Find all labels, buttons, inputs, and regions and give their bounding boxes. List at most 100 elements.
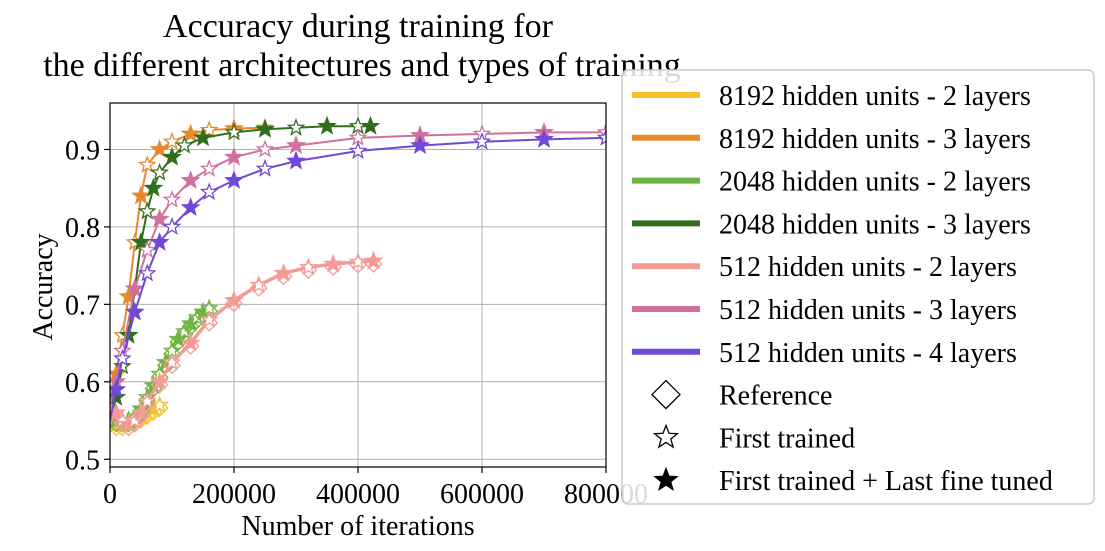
y-tick-label: 0.8 <box>65 213 100 244</box>
data-point-open-star <box>150 162 169 181</box>
data-point-diamond <box>138 391 157 410</box>
data-point-filled-star <box>180 123 201 143</box>
legend-item-1: 8192 hidden units - 2 layers <box>632 81 1031 112</box>
y-tick-label: 0.7 <box>65 290 100 321</box>
data-point-diamond <box>169 333 188 352</box>
legend-marker-item-1: Reference <box>651 379 832 412</box>
data-point-diamond <box>181 337 200 356</box>
data-point-filled-star <box>131 231 151 251</box>
data-point-filled-star <box>224 290 244 309</box>
data-point-diamond <box>163 356 181 375</box>
data-point-open-star <box>162 352 182 371</box>
y-tick-label: 0.5 <box>65 445 100 476</box>
data-point-filled-star <box>360 115 381 135</box>
data-point-filled-star <box>131 185 151 205</box>
data-point-filled-star <box>255 118 275 138</box>
x-axis-label: Number of iterations <box>241 511 474 542</box>
data-point-diamond <box>125 414 144 433</box>
x-tick-label: 0 <box>103 479 117 510</box>
grid-lines <box>109 103 607 467</box>
data-point-open-star <box>125 410 145 429</box>
data-point-open-star <box>137 240 157 259</box>
data-point-filled-star <box>286 150 306 170</box>
data-point-filled-star <box>168 328 189 348</box>
series-line <box>110 126 266 398</box>
legend-label: 512 hidden units - 3 layers <box>719 295 1017 326</box>
data-point-filled-star <box>363 250 384 270</box>
legend-item-5: 512 hidden units - 2 layers <box>632 252 1017 283</box>
data-point-open-star <box>137 201 157 220</box>
legend-marker-item-3: First trained + Last fine tuned <box>653 466 1053 497</box>
x-tick-label: 600000 <box>440 479 524 510</box>
data-point-filled-star <box>180 332 201 352</box>
data-point-open-star <box>472 131 492 150</box>
legend-open-star-icon <box>652 423 680 449</box>
data-point-filled-star <box>149 231 170 251</box>
data-point-filled-star <box>149 371 170 391</box>
data-point-diamond <box>274 267 293 286</box>
legend-label: 512 hidden units - 4 layers <box>719 338 1017 369</box>
data-point-filled-star <box>224 169 244 189</box>
data-point-open-star <box>255 158 275 177</box>
chart-title-line-1: Accuracy during training for <box>163 8 554 45</box>
series-7 <box>110 128 606 421</box>
x-tick-label: 400000 <box>316 479 400 510</box>
legend-marker-item-2: First trained <box>652 423 855 454</box>
legend-diamond-icon <box>651 379 681 410</box>
data-point-open-star <box>348 141 368 159</box>
series-2 <box>110 117 275 398</box>
data-point-open-star <box>224 122 244 141</box>
data-point-diamond <box>200 313 219 332</box>
data-point-filled-star <box>273 262 294 282</box>
data-point-open-star <box>199 120 219 139</box>
data-point-open-star <box>299 257 318 276</box>
data-point-filled-star <box>149 208 170 228</box>
series-layer <box>110 115 606 437</box>
data-point-open-star <box>199 310 219 328</box>
data-point-filled-star <box>110 379 127 398</box>
data-point-open-star <box>137 391 157 410</box>
data-point-filled-star <box>110 402 127 422</box>
data-point-diamond <box>324 258 343 277</box>
legend-label: 8192 hidden units - 2 layers <box>719 81 1031 112</box>
data-point-filled-star <box>193 127 213 147</box>
data-point-diamond <box>225 294 243 313</box>
data-point-open-star <box>175 135 194 154</box>
x-tick-label: 200000 <box>192 479 276 510</box>
data-point-open-star <box>162 189 182 208</box>
data-point-open-star <box>175 321 194 340</box>
data-point-filled-star <box>124 301 145 321</box>
legend-label: 8192 hidden units - 3 layers <box>719 124 1031 155</box>
legend-item-3: 2048 hidden units - 2 layers <box>632 167 1031 198</box>
data-point-filled-star <box>180 169 201 189</box>
legend-label: Reference <box>719 381 832 412</box>
data-point-filled-star <box>143 177 164 197</box>
y-tick-label: 0.6 <box>65 368 100 399</box>
data-point-filled-star <box>534 128 554 148</box>
data-point-filled-star <box>180 197 201 216</box>
data-point-diamond <box>249 279 268 297</box>
legend-item-2: 8192 hidden units - 3 layers <box>632 124 1031 155</box>
data-point-open-star <box>348 251 368 270</box>
data-point-diamond <box>349 255 367 274</box>
data-point-diamond <box>364 255 383 273</box>
data-point-filled-star <box>286 135 306 155</box>
data-point-open-star <box>137 263 157 282</box>
data-point-filled-star <box>410 135 430 155</box>
series-5 <box>110 250 384 437</box>
data-point-open-star <box>199 158 219 177</box>
data-point-filled-star <box>149 139 170 158</box>
legend-label: First trained + Last fine tuned <box>719 466 1053 497</box>
data-point-diamond <box>132 406 150 425</box>
legend-box <box>621 69 1095 505</box>
data-point-open-star <box>113 348 132 367</box>
legend: 8192 hidden units - 2 layers 8192 hidden … <box>621 69 1095 505</box>
data-point-open-star <box>162 217 182 235</box>
legend-item-6: 512 hidden units - 3 layers <box>632 295 1017 326</box>
data-point-open-star <box>286 117 306 136</box>
data-point-open-star <box>137 155 157 173</box>
data-point-open-star <box>255 139 275 158</box>
legend-label: 512 hidden units - 2 layers <box>719 252 1017 283</box>
data-point-open-star <box>249 275 269 293</box>
